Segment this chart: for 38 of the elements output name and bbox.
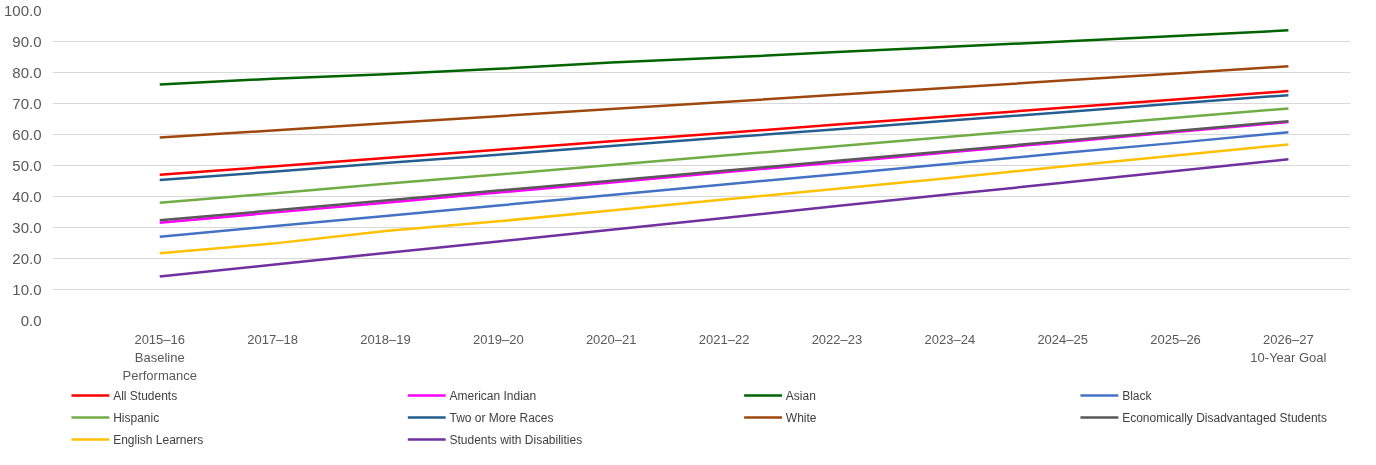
- legend-label: Two or More Races: [449, 410, 554, 425]
- y-tick-label: 40.0: [12, 187, 42, 205]
- y-tick-label: 20.0: [12, 249, 42, 267]
- line-series: [158, 29, 1290, 86]
- legend-label: White: [785, 410, 817, 425]
- y-tick-label: 80.0: [12, 63, 42, 81]
- x-tick-label: 2019–20: [473, 331, 524, 347]
- x-tick-label: 2021–22: [698, 331, 750, 347]
- x-tick-label: 2018–19: [360, 331, 411, 347]
- line-series: [158, 143, 1290, 255]
- y-tick-label: 60.0: [12, 125, 42, 143]
- legend-label: English Learners: [113, 432, 204, 447]
- y-tick-label: 30.0: [12, 218, 42, 236]
- legend-label: American Indian: [449, 388, 537, 403]
- y-tick-label: 10.0: [12, 280, 42, 298]
- y-tick-label: 100.0: [3, 1, 42, 19]
- x-tick-label: 2023–24: [924, 331, 976, 347]
- legend-label: Black: [1122, 388, 1153, 403]
- y-tick-label: 90.0: [12, 32, 42, 50]
- y-tick-label: 50.0: [12, 156, 42, 174]
- legend-label: All Students: [113, 388, 178, 403]
- line-series: [158, 158, 1290, 278]
- x-tick-label: 2024–25: [1037, 331, 1088, 347]
- x-tick-label: 2020–21: [585, 331, 637, 347]
- legend-label: Students with Disabilities: [449, 432, 583, 447]
- y-tick-label: 70.0: [12, 94, 42, 112]
- legend-label: Hispanic: [113, 410, 160, 425]
- x-tick-label: 2022–23: [811, 331, 863, 347]
- line-series: [158, 107, 1290, 204]
- x-tick-label: 2026–27 10-Year Goal: [1250, 331, 1327, 365]
- line-series: [158, 131, 1290, 239]
- x-tick-label: 2017–18: [247, 331, 298, 347]
- x-tick-label: 2015–16 Baseline Performance: [122, 331, 197, 383]
- line-series: [158, 65, 1290, 139]
- y-tick-label: 0.0: [20, 311, 42, 329]
- legend-label: Economically Disadvantaged Students: [1122, 410, 1327, 425]
- x-tick-label: 2025–26: [1150, 331, 1201, 347]
- legend-label: Asian: [785, 388, 816, 403]
